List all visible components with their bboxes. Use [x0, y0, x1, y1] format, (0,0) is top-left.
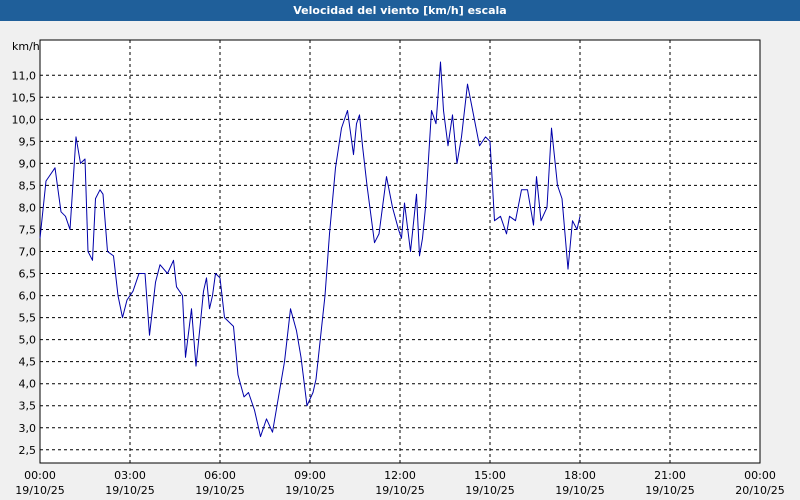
x-tick-label-time: 15:00 — [474, 469, 506, 482]
y-tick-label: 7,5 — [19, 223, 37, 236]
x-tick-label-date: 19/10/25 — [645, 484, 694, 497]
x-tick-label-time: 18:00 — [564, 469, 596, 482]
y-tick-label: 11,0 — [12, 69, 37, 82]
x-tick-label-time: 12:00 — [384, 469, 416, 482]
x-tick-label-date: 19/10/25 — [375, 484, 424, 497]
y-tick-label: 8,0 — [19, 201, 37, 214]
y-tick-label: 5,5 — [19, 312, 37, 325]
y-tick-label: 2,5 — [19, 444, 37, 457]
x-tick-label-time: 06:00 — [204, 469, 236, 482]
y-tick-label: 8,5 — [19, 179, 37, 192]
y-tick-label: 7,0 — [19, 246, 37, 259]
y-tick-label: 10,5 — [12, 91, 37, 104]
y-tick-label: 3,5 — [19, 400, 37, 413]
x-tick-label-date: 20/10/25 — [735, 484, 784, 497]
y-tick-label: 9,0 — [19, 157, 37, 170]
x-tick-label-date: 19/10/25 — [15, 484, 64, 497]
chart-title: Velocidad del viento [km/h] escala — [0, 0, 800, 21]
y-tick-label: 6,5 — [19, 268, 37, 281]
x-tick-label-date: 19/10/25 — [555, 484, 604, 497]
x-tick-label-time: 00:00 — [24, 469, 56, 482]
x-tick-label-time: 09:00 — [294, 469, 326, 482]
y-tick-label: 4,5 — [19, 356, 37, 369]
y-tick-label: 3,0 — [19, 422, 37, 435]
x-tick-label-time: 21:00 — [654, 469, 686, 482]
wind-speed-series-line — [39, 61, 581, 438]
y-tick-label: 5,0 — [19, 334, 37, 347]
y-axis-unit-label: km/h — [12, 40, 40, 53]
y-tick-label: 10,0 — [12, 113, 37, 126]
x-tick-label-date: 19/10/25 — [195, 484, 244, 497]
x-tick-label-date: 19/10/25 — [465, 484, 514, 497]
y-tick-label: 6,0 — [19, 290, 37, 303]
y-tick-label: 4,0 — [19, 378, 37, 391]
y-tick-label: 9,5 — [19, 135, 37, 148]
x-tick-label-time: 03:00 — [114, 469, 146, 482]
x-tick-label-date: 19/10/25 — [285, 484, 334, 497]
x-tick-label-date: 19/10/25 — [105, 484, 154, 497]
x-tick-label-time: 00:00 — [744, 469, 776, 482]
